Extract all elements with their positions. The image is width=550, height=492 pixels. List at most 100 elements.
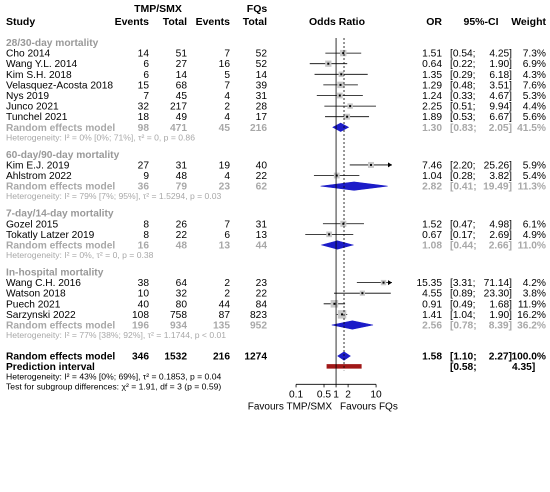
events-tmp: 16 [138, 240, 150, 251]
study-name: Velasquez-Acosta 2018 [6, 80, 113, 91]
subgroup-label: 60-day/90-day mortality [6, 150, 120, 161]
ci-upper-text: 3.82] [489, 171, 512, 182]
study-point [369, 163, 372, 166]
total-fq: 23 [256, 278, 268, 289]
events-tmp: 7 [143, 91, 149, 102]
subgroup-diamond [320, 240, 355, 250]
odds-ratio-value: 1.52 [422, 219, 442, 230]
weight-value: 11.3% [518, 182, 546, 193]
ci-upper-text: 4.25] [489, 49, 512, 60]
heterogeneity-text: Heterogeneity: I² = 77% [38%; 92%], τ² =… [6, 330, 226, 340]
odds-ratio-value: 0.64 [422, 59, 442, 70]
ci-upper-text: 19.49] [483, 182, 512, 193]
weight-value: 11.9% [518, 299, 546, 310]
subgroup-label: In-hospital mortality [6, 267, 104, 278]
ci-lower-text: [0.54; [450, 49, 476, 60]
weight-value: 100.0% [511, 352, 546, 363]
total-tmp: 1532 [164, 352, 187, 363]
study-point [349, 105, 352, 108]
events-tmp: 27 [138, 160, 150, 171]
subgroup-summary-row: Random effects model 196 934 135 952 2.56 [0.7… [6, 320, 546, 331]
events-tmp: 8 [143, 230, 149, 241]
header-events2: Events [196, 16, 231, 28]
study-row: Kim E.J. 2019 27 31 19 40 7.46 [2.20; 25.26] 5.9… [6, 160, 546, 171]
ci-lower-text: [0.47; [450, 219, 476, 230]
total-fq: 13 [256, 230, 268, 241]
x-tick-label: 2 [345, 389, 351, 400]
total-tmp: 934 [170, 320, 187, 331]
weight-value: 36.2% [517, 320, 546, 331]
events-tmp: 10 [138, 289, 150, 300]
total-tmp: 217 [170, 102, 187, 113]
ci-lower-text: [0.89; [450, 289, 476, 300]
total-fq: 14 [256, 70, 268, 81]
ci-upper-text: 4.98] [489, 219, 512, 230]
events-fq: 16 [219, 59, 231, 70]
ci-upper-text: 1.90] [489, 310, 512, 321]
summary-label: Random effects model [6, 320, 115, 331]
weight-value: 5.4% [523, 171, 546, 182]
overall-summary-row: Random effects model 346 1532 216 1274 1.58 [1… [6, 351, 546, 391]
total-fq: 17 [256, 112, 268, 123]
header-weight: Weight [511, 16, 546, 28]
events-tmp: 8 [143, 219, 149, 230]
events-fq: 4 [224, 112, 230, 123]
events-tmp: 346 [132, 352, 149, 363]
ci-lower-text: [3.31; [450, 278, 476, 289]
total-fq: 31 [256, 91, 268, 102]
study-point [342, 222, 345, 225]
events-fq: 6 [224, 230, 230, 241]
ci-upper-text: 3.51] [489, 80, 512, 91]
subgroup-diamond [331, 320, 374, 330]
study-name: Puech 2021 [6, 299, 61, 310]
study-row: Gozel 2015 8 26 7 31 1.52 [0.47; 4.98] 6.1% [6, 219, 546, 230]
study-name: Junco 2021 [6, 102, 59, 113]
study-name: Kim S.H. 2018 [6, 70, 72, 81]
heterogeneity-text: Heterogeneity: I² = 0%, τ² = 0, p = 0.38 [6, 250, 154, 260]
subgroup-summary-row: Random effects model 16 48 13 44 1.08 [0.44; 2.… [6, 240, 546, 251]
heterogeneity-text: Heterogeneity: I² = 79% [7%; 95%], τ² = … [6, 191, 221, 201]
study-row: Tunchel 2021 18 49 4 17 1.89 [0.53; 6.67] 5.6% [6, 112, 546, 123]
events-tmp: 6 [143, 70, 149, 81]
study-point [382, 281, 385, 284]
ci-upper-text: 23.30] [484, 289, 512, 300]
subgroup-diamond [332, 122, 350, 132]
header-or: OR [426, 16, 442, 28]
study-name: Cho 2014 [6, 49, 51, 60]
events-fq: 5 [224, 70, 230, 81]
favours-right-label: Favours FQs [340, 401, 398, 412]
weight-value: 6.9% [523, 59, 546, 70]
study-point [361, 292, 364, 295]
ci-lower-text: [2.20; [450, 160, 476, 171]
total-fq: 44 [256, 240, 268, 251]
events-fq: 19 [219, 160, 231, 171]
weight-value: 4.2% [523, 278, 546, 289]
x-tick-label: 10 [370, 389, 382, 400]
study-name: Wang Y.L. 2014 [6, 59, 78, 70]
ci-upper-text: 1.90] [489, 59, 512, 70]
odds-ratio-value: 15.35 [417, 278, 443, 289]
total-fq: 31 [256, 219, 268, 230]
events-fq: 216 [213, 352, 230, 363]
ci-upper-text: 2.05] [489, 123, 512, 134]
study-point [327, 62, 330, 65]
weight-value: 5.3% [523, 91, 546, 102]
events-tmp: 15 [138, 80, 150, 91]
study-point [335, 174, 338, 177]
events-tmp: 18 [138, 112, 150, 123]
weight-value: 6.1% [523, 219, 546, 230]
header-group1: TMP/SMX [134, 3, 182, 15]
study-row: Wang C.H. 2016 38 64 2 23 15.35 [3.31; 71.14] 4.… [6, 278, 546, 289]
ci-upper-text: 2.66] [489, 240, 512, 251]
ci-lower-text: [0.17; [450, 230, 476, 241]
events-fq: 7 [224, 49, 230, 60]
events-fq: 44 [219, 299, 231, 310]
total-tmp: 48 [176, 240, 188, 251]
total-tmp: 64 [176, 278, 188, 289]
events-fq: 2 [224, 102, 230, 113]
overall-label: Random effects model [6, 352, 115, 363]
